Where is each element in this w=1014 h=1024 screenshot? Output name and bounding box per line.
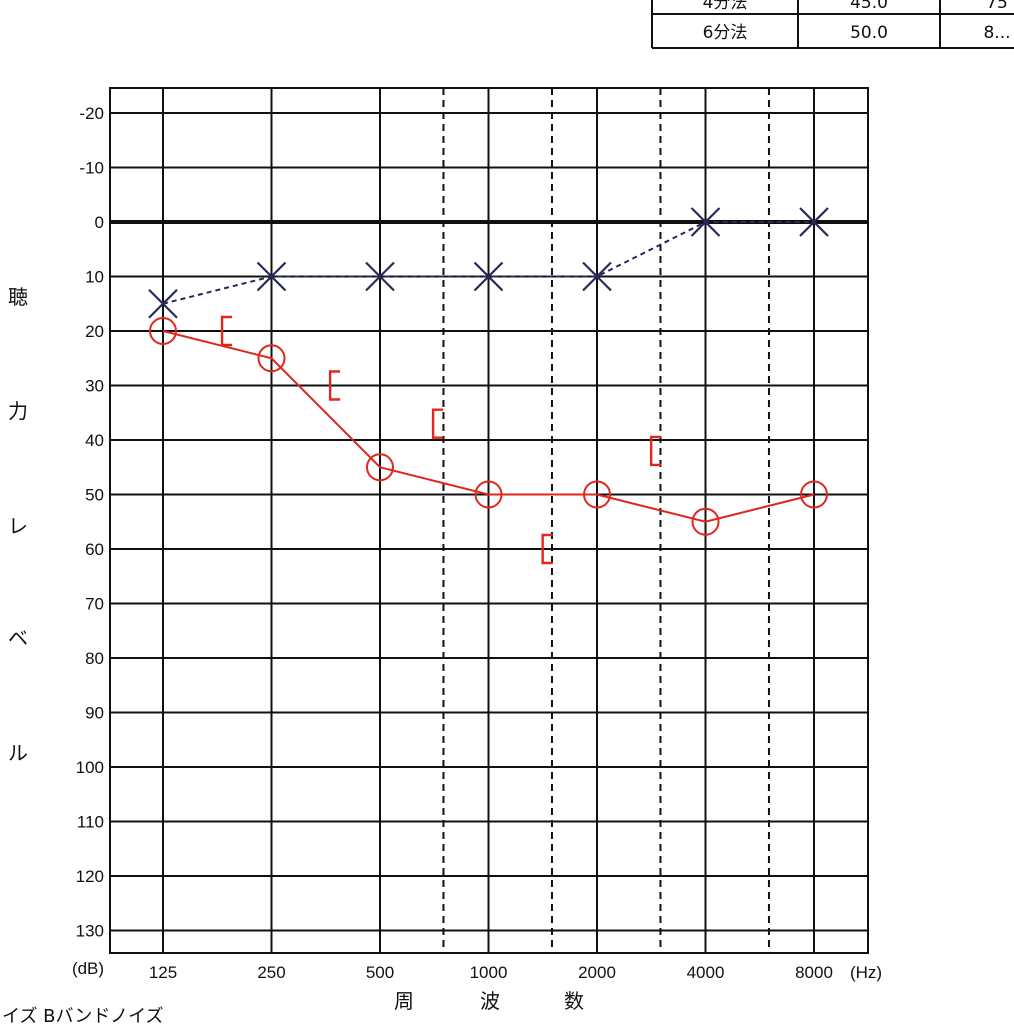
y-tick-label: 50	[85, 486, 104, 505]
circle-icon	[691, 507, 720, 536]
x-icon	[473, 261, 504, 292]
bracket-icon	[328, 370, 341, 401]
y-tick-label: 110	[77, 813, 104, 832]
summary-table: 4分法 45.0 75 6分法 50.0 8...	[651, 0, 1014, 49]
table-row-label: 4分法	[703, 0, 748, 13]
y-tick-label: 0	[95, 213, 104, 232]
x-tick-label: 1000	[470, 963, 508, 982]
y-axis-title-char: 聴	[8, 285, 28, 309]
y-tick-label: 80	[85, 649, 104, 668]
x-axis-title-char: 数	[564, 989, 584, 1013]
y-tick-label: 130	[76, 922, 104, 941]
table-cell: 45.0	[850, 0, 888, 13]
y-tick-label: 10	[85, 268, 104, 287]
x-axis-title-char: 波	[480, 989, 500, 1013]
x-tick-label: 125	[149, 963, 177, 982]
y-axis-title-char: レ	[8, 514, 28, 538]
x-icon	[582, 261, 612, 292]
y-tick-label: 120	[76, 867, 104, 886]
x-tick-label: 4000	[687, 963, 725, 982]
bracket-icon	[220, 315, 233, 347]
table-cell: 75	[986, 0, 1008, 13]
footer-note: イズ Bバンドノイズ	[2, 1006, 164, 1024]
y-tick-label: -20	[79, 104, 104, 123]
y-axis-title-char: ベ	[8, 626, 28, 650]
circle-icon	[583, 480, 611, 509]
y-tick-label: 30	[85, 377, 104, 396]
circle-icon	[800, 480, 828, 509]
bracket-icon	[541, 533, 553, 565]
circle-icon	[474, 480, 503, 509]
x-axis-title-char: 周	[394, 989, 414, 1013]
table-cell: 8...	[983, 23, 1010, 43]
bracket-icon	[649, 435, 662, 467]
plot-frame	[109, 87, 869, 954]
chart-grid	[109, 87, 869, 954]
x-tick-label: 250	[257, 963, 285, 982]
x-icon	[690, 207, 721, 237]
x-icon	[256, 261, 287, 292]
chart-series	[148, 207, 829, 565]
y-axis-title-char: 力	[8, 399, 28, 423]
y-tick-label: 60	[85, 540, 104, 559]
y-tick-label: 100	[76, 758, 104, 777]
y-unit-label: (dB)	[72, 959, 104, 978]
y-axis-ticks: -20 -10 0 10 20 30 40 50 60 70 80 90 100 110 120 130	[76, 104, 104, 941]
circle-icon	[257, 344, 286, 373]
table-row-label: 6分法	[703, 23, 748, 43]
x-icon	[365, 261, 395, 292]
circle-icon	[149, 317, 177, 345]
circle-icon	[366, 453, 394, 482]
y-axis-title-char: ル	[8, 741, 28, 765]
x-unit-label: (Hz)	[850, 963, 882, 982]
x-tick-label: 2000	[578, 963, 616, 982]
y-tick-label: 40	[85, 431, 104, 450]
y-tick-label: 90	[85, 704, 104, 723]
x-icon	[799, 207, 829, 237]
series-line	[162, 330, 815, 523]
x-tick-label: 500	[366, 963, 394, 982]
x-axis-ticks: 125 250 500 1000 2000 4000 8000	[149, 963, 833, 982]
table-cell: 50.0	[850, 23, 888, 43]
y-tick-label: 70	[85, 595, 104, 614]
y-tick-label: 20	[85, 322, 104, 341]
bracket-icon	[431, 408, 444, 439]
y-tick-label: -10	[79, 159, 104, 178]
x-icon	[148, 288, 178, 319]
x-tick-label: 8000	[795, 963, 833, 982]
